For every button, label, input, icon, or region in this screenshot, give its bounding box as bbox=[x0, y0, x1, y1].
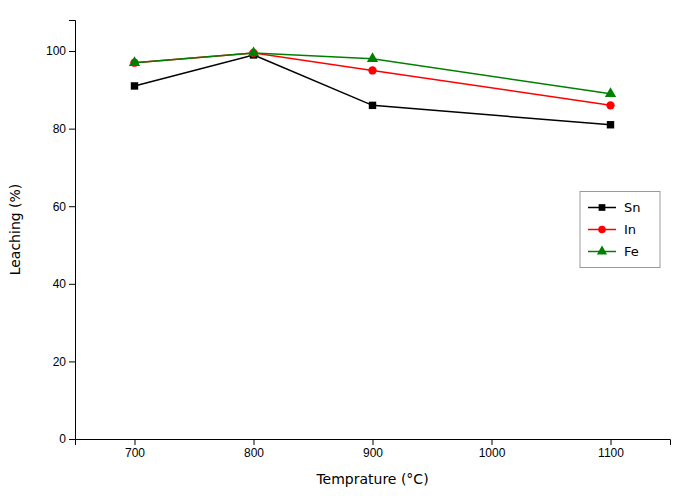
tick: 0 bbox=[59, 432, 75, 446]
point bbox=[248, 46, 259, 56]
x-axis-title: Temprature (°C) bbox=[315, 471, 428, 487]
axis-line bbox=[69, 21, 76, 440]
tick-label: 20 bbox=[53, 355, 67, 369]
point bbox=[605, 87, 616, 97]
y-axis-title: Leaching (%) bbox=[7, 184, 23, 276]
legend-label: Sn bbox=[624, 200, 641, 215]
tick: 1000 bbox=[479, 439, 506, 460]
tick-mark bbox=[69, 51, 75, 52]
tick-label: 0 bbox=[59, 432, 66, 446]
x-axis: 700 800 900 1000 1100 bbox=[76, 439, 671, 460]
point bbox=[607, 121, 614, 128]
series-group bbox=[129, 46, 616, 128]
y-axis: 0 20 40 60 80 100 bbox=[46, 21, 76, 447]
legend-label: Fe bbox=[624, 244, 639, 259]
tick: 40 bbox=[53, 277, 75, 291]
point bbox=[369, 102, 376, 109]
tick-label: 80 bbox=[53, 122, 67, 136]
tick: 800 bbox=[244, 439, 264, 460]
tick-label: 700 bbox=[125, 446, 145, 460]
series-line bbox=[135, 53, 611, 94]
point bbox=[131, 82, 138, 89]
series-line bbox=[135, 55, 611, 125]
legend-marker bbox=[598, 226, 606, 234]
legend-marker bbox=[599, 204, 606, 211]
plot-area: 700 800 900 1000 1100 0 20 40 60 80 100 Sn In Fe bbox=[46, 21, 671, 460]
tick: 20 bbox=[53, 355, 75, 369]
legend-frame bbox=[580, 192, 660, 268]
tick: 60 bbox=[53, 200, 75, 214]
legend-item: Sn bbox=[588, 200, 641, 215]
tick: 700 bbox=[125, 439, 145, 460]
tick-mark bbox=[254, 439, 255, 445]
legend-label: In bbox=[624, 222, 636, 237]
tick: 900 bbox=[363, 439, 383, 460]
legend-item: In bbox=[588, 222, 636, 237]
tick-mark bbox=[69, 361, 75, 362]
legend: Sn In Fe bbox=[580, 192, 660, 268]
tick-mark bbox=[69, 284, 75, 285]
point bbox=[606, 101, 614, 109]
tick-mark bbox=[69, 129, 75, 130]
tick-mark bbox=[373, 439, 374, 445]
axis-line bbox=[76, 440, 671, 446]
tick-label: 1100 bbox=[598, 446, 624, 460]
point bbox=[368, 66, 376, 74]
tick-label: 800 bbox=[244, 446, 264, 460]
chart: 700 800 900 1000 1100 0 20 40 60 80 100 Sn In Fe Tempr… bbox=[0, 0, 690, 499]
legend-item: Fe bbox=[588, 244, 639, 259]
tick-mark bbox=[69, 206, 75, 207]
tick-mark bbox=[69, 439, 75, 440]
tick-mark bbox=[135, 439, 136, 445]
point bbox=[367, 52, 378, 62]
tick-label: 1000 bbox=[479, 446, 506, 460]
tick-label: 900 bbox=[363, 446, 383, 460]
series-line bbox=[135, 53, 611, 105]
tick: 1100 bbox=[598, 439, 624, 460]
tick: 100 bbox=[46, 44, 75, 58]
tick-mark bbox=[492, 439, 493, 445]
tick-label: 60 bbox=[53, 200, 67, 214]
tick-label: 40 bbox=[53, 277, 67, 291]
legend-marker bbox=[597, 246, 607, 255]
tick-label: 100 bbox=[46, 44, 66, 58]
tick-mark bbox=[611, 439, 612, 445]
tick: 80 bbox=[53, 122, 75, 136]
point bbox=[129, 56, 140, 66]
